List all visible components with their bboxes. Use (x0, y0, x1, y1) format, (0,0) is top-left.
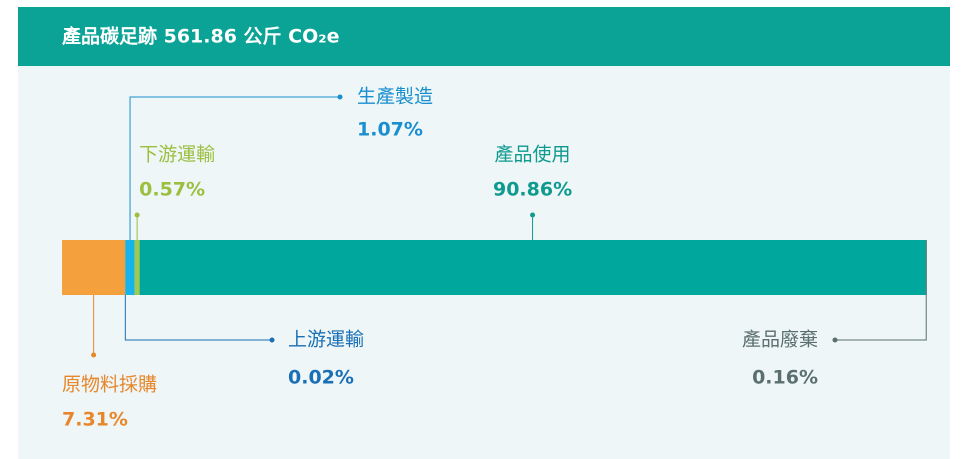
leader-dot (832, 337, 838, 343)
segment-value: 1.07% (357, 119, 423, 141)
bar-segment (62, 240, 126, 295)
segment-name: 產品使用 (495, 144, 571, 166)
leader-dot (337, 94, 343, 100)
panel (18, 7, 950, 459)
segment-value: 0.02% (288, 367, 354, 389)
leader-dot (134, 212, 140, 218)
segment-name: 下游運輸 (139, 144, 215, 166)
segment-name: 產品廢棄 (742, 329, 818, 351)
leader-dot (269, 337, 275, 343)
bar-segment (925, 240, 927, 295)
segment-value: 90.86% (493, 179, 572, 201)
bar-segment (125, 240, 135, 295)
bar-segment (134, 240, 140, 295)
segment-name: 生產製造 (357, 86, 433, 108)
leader-line (835, 295, 927, 341)
segment-name: 原物料採購 (62, 374, 157, 396)
segment-value: 0.16% (752, 367, 818, 389)
segment-name: 上游運輸 (288, 329, 364, 351)
segment-value: 0.57% (139, 179, 205, 201)
leader-line (129, 96, 340, 240)
leader-line (124, 295, 272, 341)
leader-dot (530, 212, 536, 218)
chart-title: 產品碳足跡 561.86 公斤 CO₂e (62, 25, 339, 48)
bar-segment (139, 240, 926, 295)
header (18, 7, 950, 66)
leader-dot (91, 352, 97, 358)
segment-value: 7.31% (62, 409, 128, 431)
